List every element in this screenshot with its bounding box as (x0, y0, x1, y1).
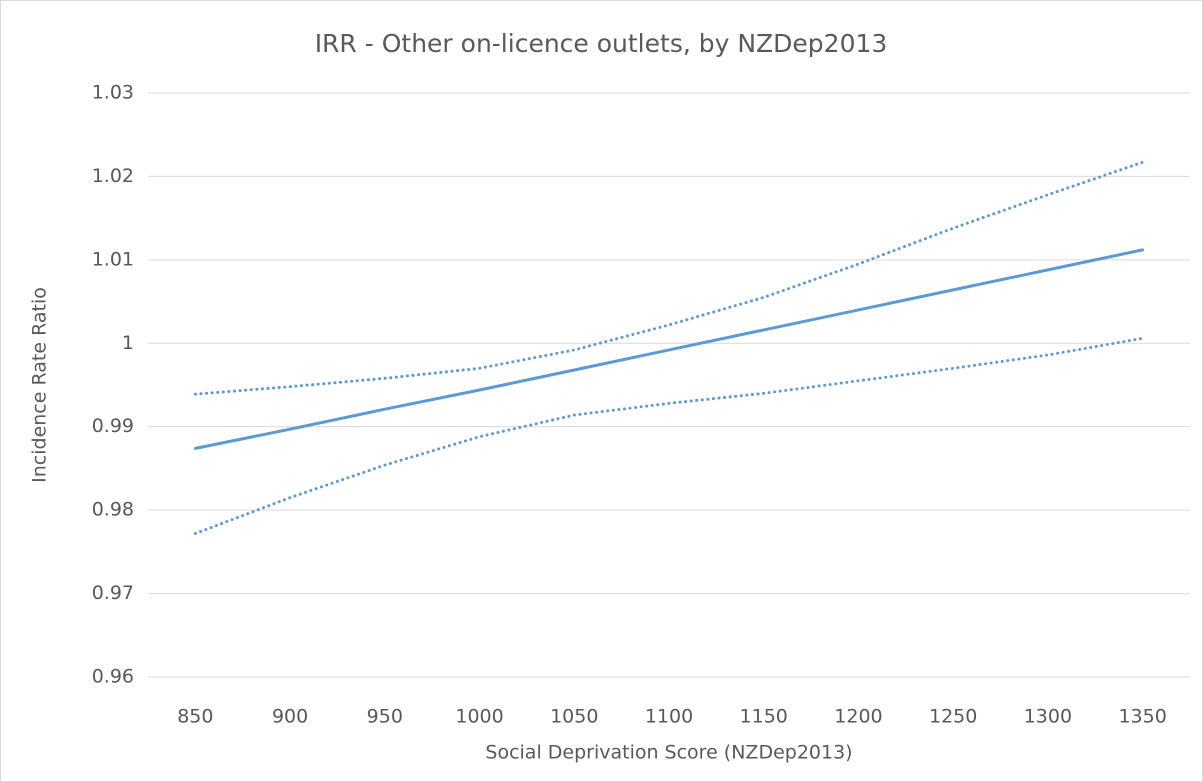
x-tick-label: 950 (367, 706, 403, 728)
chart-title: IRR - Other on-licence outlets, by NZDep… (315, 29, 888, 58)
x-tick-label: 1100 (645, 706, 693, 728)
x-tick-label: 1150 (740, 706, 788, 728)
x-tick-label: 1050 (550, 706, 598, 728)
x-tick-label: 1200 (834, 706, 882, 728)
x-tick-label: 850 (177, 706, 213, 728)
y-tick-label: 1 (122, 332, 134, 354)
y-tick-label: 1.02 (92, 165, 134, 187)
y-axis-label: Incidence Rate Ratio (29, 287, 51, 483)
series-line (193, 336, 1145, 536)
x-tick-label: 900 (272, 706, 308, 728)
series-line (193, 248, 1145, 450)
y-tick-label: 0.99 (92, 415, 134, 437)
x-tick-label: 1250 (929, 706, 977, 728)
y-tick-label: 0.96 (92, 666, 134, 688)
y-tick-label: 1.03 (92, 82, 134, 104)
x-axis-label: Social Deprivation Score (NZDep2013) (485, 742, 852, 764)
y-tick-label: 1.01 (92, 248, 134, 270)
y-tick-label: 0.97 (92, 582, 134, 604)
x-tick-label: 1350 (1118, 706, 1166, 728)
x-tick-label: 1000 (455, 706, 503, 728)
y-tick-label: 0.98 (92, 499, 134, 521)
x-tick-label: 1300 (1024, 706, 1072, 728)
